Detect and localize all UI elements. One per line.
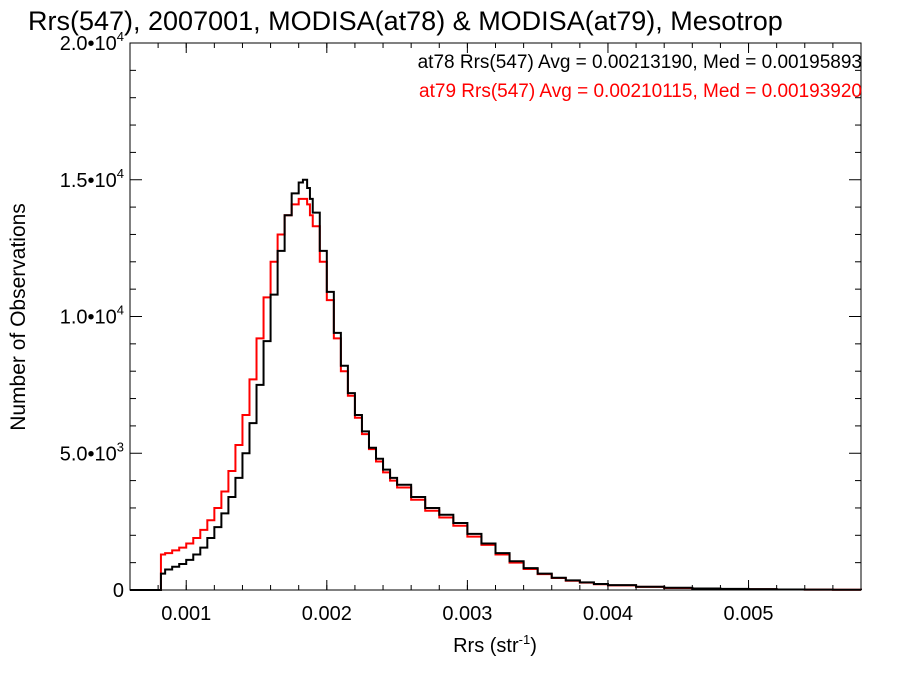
y-tick-mantissa: 2.0•10 [60, 33, 117, 55]
y-tick-exponent: 4 [117, 166, 124, 181]
y-tick-mantissa: 5.0•10 [60, 443, 117, 465]
x-tick-label: 0.002 [302, 603, 352, 625]
y-tick-label: 1.5•104 [60, 166, 124, 192]
y-tick-label: 0 [113, 580, 124, 602]
axis-ticks [129, 42, 862, 591]
y-tick-label: 1.0•104 [60, 303, 124, 329]
y-tick-label: 5.0•103 [60, 439, 124, 465]
x-tick-label: 0.005 [724, 603, 774, 625]
x-axis-label-close: ) [530, 635, 537, 657]
legend-stats-at79: at79 Rrs(547) Avg = 0.00210115, Med = 0.… [419, 81, 862, 102]
tick-labels: 0.001 0.002 0.003 0.004 0.00505.0•1031.0•104… [60, 29, 774, 625]
x-axis-label-superscript: -1 [519, 632, 531, 647]
series-layer [130, 178, 862, 591]
legend: at78 Rrs(547) Avg = 0.00213190, Med = 0.… [418, 52, 862, 102]
y-tick-mantissa: 0 [113, 580, 124, 602]
x-axis-label-main: Rrs (str [453, 635, 519, 657]
y-tick-exponent: 3 [117, 439, 124, 454]
y-tick-exponent: 4 [117, 29, 124, 44]
y-tick-label: 2.0•104 [60, 29, 124, 55]
y-tick-exponent: 4 [117, 303, 124, 318]
x-tick-label: 0.003 [442, 603, 492, 625]
legend-stats-at78: at78 Rrs(547) Avg = 0.00213190, Med = 0.… [418, 52, 862, 73]
y-tick-mantissa: 1.5•10 [60, 170, 117, 192]
x-tick-label: 0.001 [161, 603, 211, 625]
x-axis-label: Rrs (str-1) [453, 632, 537, 657]
chart-title: Rrs(547), 2007001, MODISA(at78) & MODISA… [28, 6, 783, 36]
y-axis-label: Number of Observations [7, 203, 30, 431]
y-tick-mantissa: 1.0•10 [60, 307, 117, 329]
series-line-at78 [130, 178, 862, 591]
x-tick-label: 0.004 [583, 603, 633, 625]
